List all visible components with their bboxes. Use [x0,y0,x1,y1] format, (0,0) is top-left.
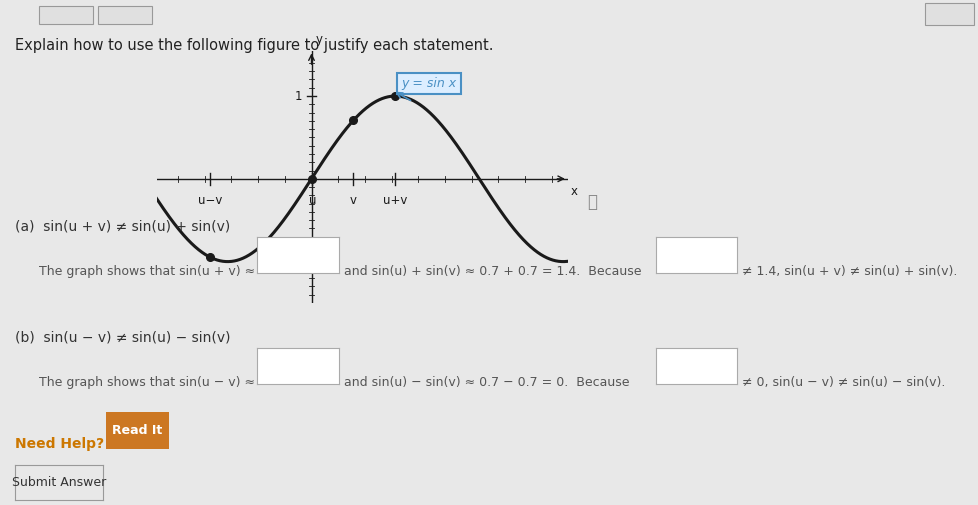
Text: u: u [309,194,317,207]
Text: y = sin x: y = sin x [401,77,456,90]
Text: The graph shows that sin(u − v) ≈: The graph shows that sin(u − v) ≈ [39,376,255,389]
FancyBboxPatch shape [98,6,152,24]
Text: The graph shows that sin(u + v) ≈: The graph shows that sin(u + v) ≈ [39,265,255,278]
Text: Explain how to use the following figure to justify each statement.: Explain how to use the following figure … [15,38,493,53]
Text: u+v: u+v [382,194,407,207]
Text: (b)  sin(u − v) ≠ sin(u) − sin(v): (b) sin(u − v) ≠ sin(u) − sin(v) [15,331,230,345]
Text: Submit Answer: Submit Answer [12,476,106,489]
Text: ⓘ: ⓘ [587,193,597,211]
Text: Need Help?: Need Help? [15,437,104,451]
Text: x: x [570,185,577,198]
Text: u−v: u−v [198,194,222,207]
Text: and sin(u) + sin(v) ≈ 0.7 + 0.7 = 1.4.  Because: and sin(u) + sin(v) ≈ 0.7 + 0.7 = 1.4. B… [343,265,641,278]
Text: ≠ 0, sin(u − v) ≠ sin(u) − sin(v).: ≠ 0, sin(u − v) ≠ sin(u) − sin(v). [741,376,945,389]
Text: ≠ 1.4, sin(u + v) ≠ sin(u) + sin(v).: ≠ 1.4, sin(u + v) ≠ sin(u) + sin(v). [741,265,956,278]
Text: Read It: Read It [112,424,162,437]
Text: y: y [315,33,322,46]
Text: and sin(u) − sin(v) ≈ 0.7 − 0.7 = 0.  Because: and sin(u) − sin(v) ≈ 0.7 − 0.7 = 0. Bec… [343,376,629,389]
Text: 1: 1 [294,89,301,103]
Text: −1: −1 [285,255,301,268]
FancyBboxPatch shape [39,6,93,24]
Text: (a)  sin(u + v) ≠ sin(u) + sin(v): (a) sin(u + v) ≠ sin(u) + sin(v) [15,220,230,234]
FancyBboxPatch shape [924,3,973,25]
Text: v: v [349,194,357,207]
